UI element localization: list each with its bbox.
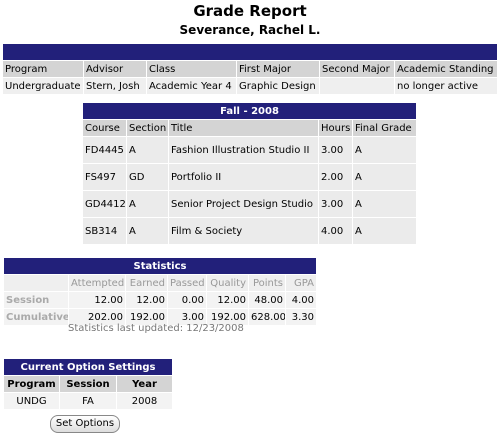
term-table: Fall - 2008 Course Section Title Hours Final… xyxy=(81,102,418,245)
column-header: Class xyxy=(146,60,237,78)
course-row: SB314 A Film & Society 4.00 A xyxy=(82,217,418,245)
cell: A xyxy=(126,217,169,245)
cell: 4.00 xyxy=(284,291,318,309)
header-row: Program Session Year xyxy=(3,375,174,393)
cell: 12.00 xyxy=(68,291,126,309)
cell: UNDG xyxy=(3,392,60,410)
cell: SB314 xyxy=(82,217,127,245)
cell: Stern, Josh xyxy=(83,77,147,95)
cell: 3.00 xyxy=(167,308,207,326)
page-title: Grade Report xyxy=(193,2,307,20)
cell: Undergraduate xyxy=(2,77,84,95)
cell: 12.00 xyxy=(125,291,168,309)
cell: 202.00 xyxy=(68,308,126,326)
column-header: Academic Standing xyxy=(393,60,499,78)
column-header: Title xyxy=(168,119,319,137)
table-title: Statistics xyxy=(2,257,318,275)
table-bar xyxy=(1,43,499,61)
column-header: Earned xyxy=(125,274,168,292)
course-row: FS497 GD Portfolio II 2.00 A xyxy=(82,163,418,191)
cell: A xyxy=(351,136,418,164)
cell: GD xyxy=(126,163,169,191)
column-header xyxy=(3,274,69,292)
cell: 0.00 xyxy=(167,291,207,309)
column-header: Program xyxy=(2,60,84,78)
cell: Academic Year 4 xyxy=(146,77,237,95)
summary-table: Program Advisor Class First Major Second Maj… xyxy=(1,43,499,95)
cell: 192.00 xyxy=(206,308,249,326)
header-row: Course Section Title Hours Final Grade xyxy=(82,119,418,137)
cell: 3.00 xyxy=(318,190,353,218)
row-label: Session xyxy=(3,291,69,309)
cell: no longer active xyxy=(393,77,499,95)
column-header: Passed xyxy=(167,274,207,292)
row-label: Cumulative xyxy=(3,308,69,326)
cell: FS497 xyxy=(82,163,127,191)
column-header: Advisor xyxy=(83,60,147,78)
column-header: Course xyxy=(82,119,127,137)
cell: Film & Society xyxy=(168,217,319,245)
cell: A xyxy=(126,190,169,218)
cell: FD4445 xyxy=(82,136,127,164)
cell: 2008 xyxy=(115,392,174,410)
table-title: Fall - 2008 xyxy=(81,102,418,120)
options-table: Current Option Settings Program Session Ye… xyxy=(2,358,174,410)
cell: A xyxy=(351,163,418,191)
value-row: UNDG FA 2008 xyxy=(3,392,174,410)
cell: Portfolio II xyxy=(168,163,319,191)
cell: 4.00 xyxy=(318,217,353,245)
cell: Fashion Illustration Studio II xyxy=(168,136,319,164)
cell xyxy=(319,77,395,95)
set-options-button[interactable]: Set Options xyxy=(50,415,120,433)
column-header: GPA xyxy=(284,274,318,292)
cell: 192.00 xyxy=(125,308,168,326)
header-row: Attempted Earned Passed Quality Points GPA xyxy=(3,274,318,292)
column-header: Final Grade xyxy=(351,119,418,137)
column-header: First Major xyxy=(236,60,320,78)
stats-note: Statistics last updated: 12/23/2008 xyxy=(68,323,244,334)
cell: GD4412 xyxy=(82,190,127,218)
column-header: Points xyxy=(248,274,286,292)
column-header: Program xyxy=(3,375,60,393)
cell: A xyxy=(351,217,418,245)
statistics-table: Statistics Attempted Earned Passed Quality P… xyxy=(2,257,318,326)
column-header: Hours xyxy=(318,119,353,137)
column-header: Year xyxy=(115,375,174,393)
cell: A xyxy=(351,190,418,218)
cell: FA xyxy=(59,392,117,410)
course-row: GD4412 A Senior Project Design Studio 3.00 A xyxy=(82,190,418,218)
column-header: Second Major xyxy=(319,60,395,78)
course-row: FD4445 A Fashion Illustration Studio II 3.0… xyxy=(82,136,418,164)
column-header: Attempted xyxy=(68,274,126,292)
stat-row: Cumulative 202.00 192.00 3.00 192.00 628.00 3.… xyxy=(3,308,318,326)
cell: 628.00 xyxy=(248,308,286,326)
cell: 48.00 xyxy=(248,291,286,309)
cell: Graphic Design xyxy=(236,77,320,95)
cell: 3.30 xyxy=(284,308,318,326)
header-row: Program Advisor Class First Major Second Maj… xyxy=(2,60,499,78)
student-name: Severance, Rachel L. xyxy=(179,23,321,37)
cell: 3.00 xyxy=(318,136,353,164)
cell: Senior Project Design Studio xyxy=(168,190,319,218)
column-header: Session xyxy=(59,375,117,393)
table-title: Current Option Settings xyxy=(2,358,174,376)
stat-row: Session 12.00 12.00 0.00 12.00 48.00 4.00 xyxy=(3,291,318,309)
cell: 12.00 xyxy=(206,291,249,309)
cell: 2.00 xyxy=(318,163,353,191)
cell: A xyxy=(126,136,169,164)
column-header: Quality xyxy=(206,274,249,292)
column-header: Section xyxy=(126,119,169,137)
